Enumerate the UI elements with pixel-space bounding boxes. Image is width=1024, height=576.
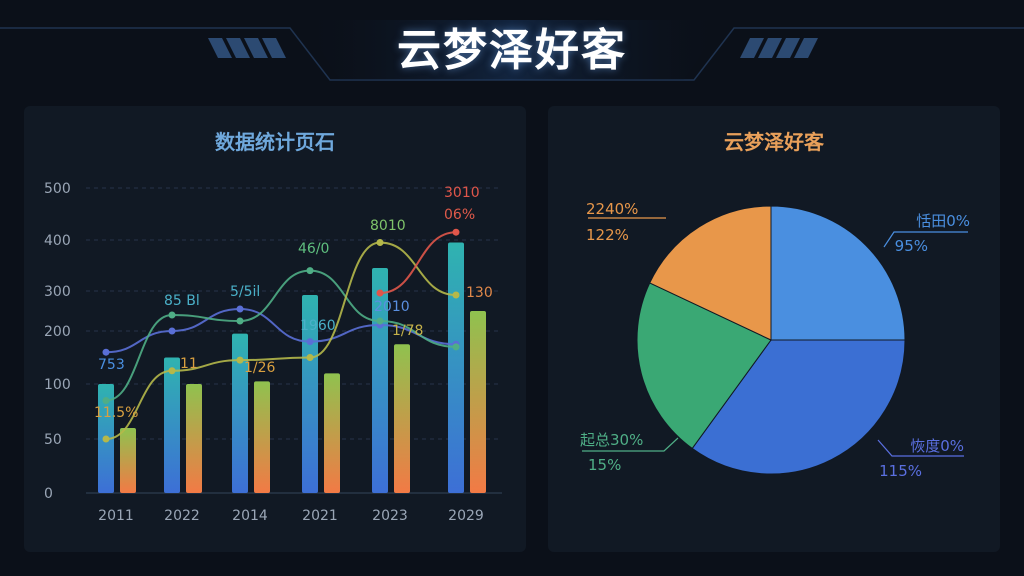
bar-chart-panel: 数据统计页石 0 50 100 200 300 400 500 2011 2022 2014 202… <box>24 106 526 552</box>
y-tick-label: 400 <box>44 233 71 249</box>
line-point <box>236 317 244 325</box>
bar-series-2 <box>324 373 340 493</box>
data-label: 1/78 <box>392 323 423 339</box>
bar-series-1 <box>302 295 318 493</box>
data-label: 1/26 <box>244 360 276 376</box>
pie-slice <box>691 339 906 475</box>
pie-slice-label: 恢度0% <box>910 437 964 455</box>
data-label: 11.5% <box>94 405 138 421</box>
x-tick-label: 2021 <box>302 508 338 524</box>
pie-slice-label: 2240% <box>586 200 638 218</box>
pie-slice-sublabel: 15% <box>588 456 621 474</box>
bar-series-2 <box>394 344 410 493</box>
line-point <box>376 239 384 247</box>
bar-series-2 <box>254 381 270 493</box>
data-label: 85 Bl <box>164 293 200 309</box>
line-series-red <box>379 231 457 294</box>
pie-slice-sublabel: 115% <box>879 462 922 480</box>
line-point <box>306 267 314 275</box>
bar-chart-title: 数据统计页石 <box>215 130 335 154</box>
line-point <box>102 397 110 404</box>
line-point <box>376 289 384 297</box>
line-series-green <box>105 269 457 402</box>
line-point <box>452 228 460 236</box>
data-label: 5/5il <box>230 284 260 300</box>
y-tick-label: 100 <box>44 377 71 393</box>
line-point <box>376 317 384 325</box>
right-stripe-decoration <box>740 38 818 58</box>
bar-line-chart: 0 50 100 200 300 400 500 2011 2022 2014 2021 2023 20… <box>44 181 502 524</box>
line-series-blue <box>105 307 457 354</box>
y-tick-label: 0 <box>44 486 53 502</box>
data-label: 3010 <box>444 185 480 201</box>
x-tick-label: 2014 <box>232 508 268 524</box>
pie-slice-sublabel: 122% <box>586 226 629 244</box>
data-label: 8010 <box>370 218 406 234</box>
pie-chart-panel: 云梦泽好客 恬田0% 95% 恢度0% 115% 起总30% 15% 2240% 122% <box>548 106 1000 552</box>
header-bar: 云梦泽好客 <box>0 0 1024 96</box>
data-label: 11 <box>180 356 198 372</box>
line-point <box>306 338 314 346</box>
bar-series-1 <box>232 333 248 493</box>
pie-slice-label: 恬田0% <box>916 212 970 230</box>
line-point <box>452 343 460 351</box>
data-label: 753 <box>98 357 125 373</box>
pie-slice <box>770 205 906 341</box>
data-label: 2010 <box>374 299 410 315</box>
pie-slice-sublabel: 95% <box>895 237 928 255</box>
bar-series-1 <box>164 357 180 493</box>
bar-series-2 <box>120 428 136 493</box>
line-point <box>168 311 176 319</box>
data-label: 1960 <box>300 318 336 334</box>
line-point <box>236 305 244 313</box>
data-label: 130 <box>466 285 493 301</box>
line-point <box>168 367 176 375</box>
data-label: 06% <box>444 207 475 223</box>
left-stripe-decoration <box>208 38 286 58</box>
pie-chart-title: 云梦泽好客 <box>724 130 824 154</box>
pie-leader-line <box>877 439 964 457</box>
line-point <box>306 354 314 361</box>
line-point <box>168 327 176 335</box>
bar-series-2 <box>186 384 202 493</box>
y-tick-label: 200 <box>44 324 71 340</box>
line-point <box>452 291 460 299</box>
page-title: 云梦泽好客 <box>397 25 627 76</box>
data-label: 46/0 <box>298 241 329 257</box>
line-point <box>102 348 110 356</box>
y-tick-label: 50 <box>44 432 62 448</box>
y-tick-label: 500 <box>44 181 71 197</box>
pie-chart: 恬田0% 95% 恢度0% 115% 起总30% 15% 2240% 122% <box>580 200 970 480</box>
pie-slice-label: 起总30% <box>580 431 643 449</box>
x-tick-label: 2029 <box>448 508 484 524</box>
pie-slice <box>649 205 772 341</box>
pie-leader-line <box>883 231 968 248</box>
line-point <box>102 435 110 443</box>
pie-leader-line <box>582 437 679 452</box>
bar-series-2 <box>470 311 486 493</box>
line-point <box>236 356 244 364</box>
bar-series-1 <box>448 242 464 493</box>
header-decoration <box>0 20 1024 82</box>
x-tick-label: 2022 <box>164 508 200 524</box>
y-tick-label: 300 <box>44 284 71 300</box>
x-tick-label: 2023 <box>372 508 408 524</box>
x-tick-label: 2011 <box>98 508 134 524</box>
line-series-olive <box>105 241 457 440</box>
